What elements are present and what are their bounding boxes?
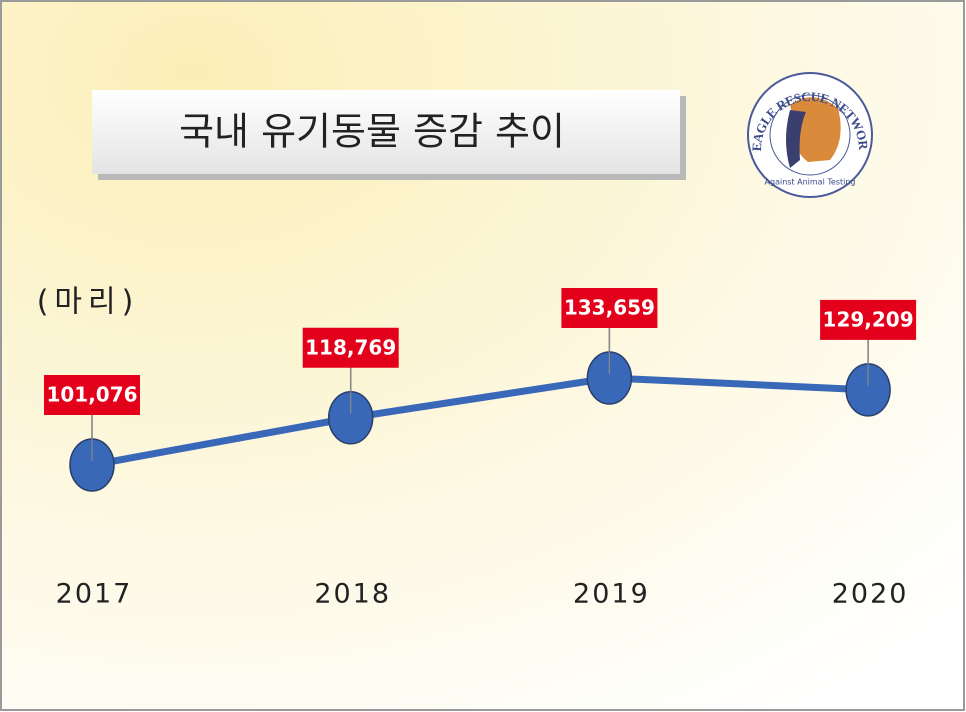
chart-title: 국내 유기동물 증감 추이: [179, 110, 565, 154]
value-label-box: [561, 288, 658, 328]
x-tick-label: 2019: [573, 579, 650, 610]
line: [91, 374, 869, 469]
title-box: [92, 90, 680, 174]
x-tick-label: 2017: [56, 579, 133, 610]
x-tick-label: 2020: [832, 579, 909, 610]
value-label: 133,659: [564, 296, 655, 320]
value-label: 118,769: [305, 335, 396, 359]
value-label-box: [820, 299, 917, 340]
logo-dog-ear: [786, 110, 806, 168]
logo-tagline: Against Animal Testing: [765, 178, 856, 187]
value-label: 101,076: [46, 383, 137, 407]
value-label-box: [44, 375, 140, 415]
unit-label: (마리): [37, 285, 140, 320]
value-label: 129,209: [823, 307, 914, 331]
value-label-box: [302, 327, 399, 368]
x-tick-label: 2018: [314, 579, 391, 610]
